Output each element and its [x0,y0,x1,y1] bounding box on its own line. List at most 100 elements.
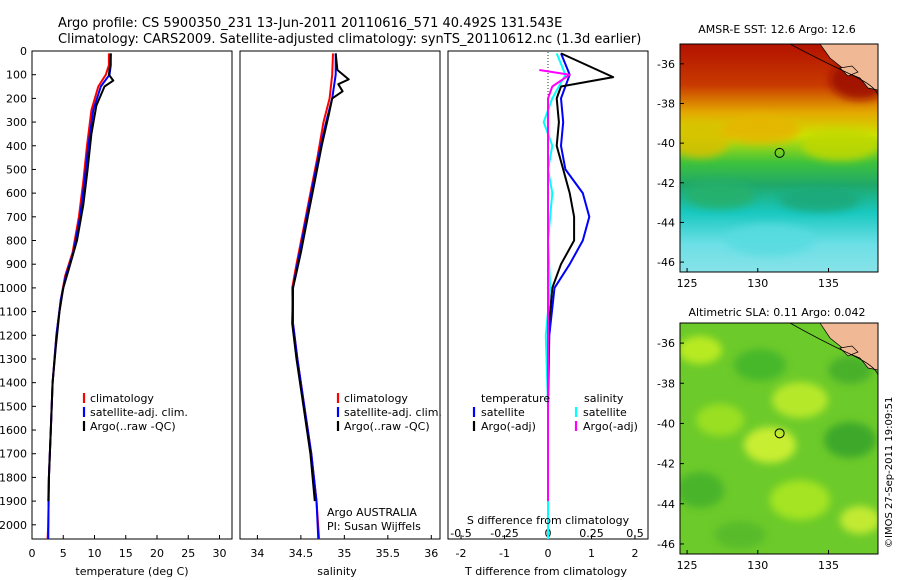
s-axis-label: S difference from climatology [467,514,630,527]
x-tick-label: -2 [456,547,467,560]
panel-sla-map: Altimetric SLA: 0.11 Argo: 0.042 125 130 1 [657,306,879,572]
coastline-line [789,323,878,378]
x-tick-label: 35.5 [376,547,401,560]
y-tick-label: 1500 [0,400,27,413]
sst-map-frame [679,43,879,273]
header-line1: Argo profile: CS 5900350_231 13-Jun-2011… [58,16,562,31]
y-tick-label: 1900 [0,495,27,508]
x-tick-label: 2 [631,547,638,560]
x-tick-label: 130 [747,277,768,290]
y-tick-label: 1700 [0,448,27,461]
series-line-climatology [46,53,110,540]
y-tick-label: -42 [657,177,675,190]
y-tick-label: 100 [6,69,27,82]
annotation-line1: Argo AUSTRALIA [327,506,417,519]
legend-label-s-satellite: satellite [583,406,627,419]
legend-label-satellite: satellite-adj. clim. [90,406,188,419]
y-tick-label: -42 [657,458,675,471]
panel-salinity: 34 34.5 35 35.5 36 salinity climatology sate… [239,50,442,578]
y-tick-label: -40 [657,417,675,430]
argo-position-marker [774,428,785,439]
x-tick-label: 30 [213,547,227,560]
panel-difference: -2 -1 0 1 2 -0.5 -0.25 0 0.25 0.5 S difference f… [447,50,649,578]
y-tick-label: -38 [657,97,675,110]
y-tick-label: 900 [6,258,27,271]
series-line-temperature-satellite [547,53,591,539]
axes-frame-temperature [31,50,233,540]
sst-field [680,44,878,272]
legend-salinity: climatology satellite-adj. clim. Argo(..… [336,392,442,433]
x-tick-label: 135 [818,277,839,290]
legend-label-argo: Argo(..raw -QC) [90,420,176,433]
series-line-argo-raw-qc [291,53,350,502]
sla-field [680,323,878,554]
y-tick-label: 800 [6,235,27,248]
y-tick-label: 400 [6,140,27,153]
legend-label-t-satellite: satellite [481,406,525,419]
y-tick-label: -36 [657,337,675,350]
x-axis-salinity: 34 34.5 35 35.5 36 [250,535,438,560]
series-line-satellite-adj-clim [292,53,337,540]
y-tick-label: 2000 [0,519,27,532]
x-label-salinity: salinity [317,565,357,578]
series-lines-salinity [291,53,350,540]
x-tick-label: -1 [499,547,510,560]
legend-difference: temperature satellite Argo(-adj) salinit… [472,392,638,433]
sst-map-axes: 125 130 135 -36 -38 -40 -42 -44 -46 [657,58,839,290]
y-tick-label: 1600 [0,424,27,437]
sla-map-title: Altimetric SLA: 0.11 Argo: 0.042 [688,306,865,319]
y-tick-label: 1100 [0,306,27,319]
axes-frame-salinity [239,50,441,540]
copyright-stamp: ©IMOS 27-Sep-2011 19:09:51 [884,397,895,548]
series-lines-temperature [46,53,115,540]
legend-label-t-argo: Argo(-adj) [481,420,536,433]
series-line-salinity-argo-adj [539,69,571,502]
y-tick-label: 600 [6,187,27,200]
y-tick-label: 200 [6,92,27,105]
series-line-temperature-argo-adj [547,52,615,502]
sst-map-title: AMSR-E SST: 12.6 Argo: 12.6 [698,23,856,36]
x-tick-label: 130 [747,559,768,572]
x-tick-label: 20 [150,547,164,560]
legend-label-climatology: climatology [344,392,408,405]
legend-label-climatology: climatology [90,392,154,405]
y-tick-label: 1400 [0,377,27,390]
y-tick-label: 1000 [0,282,27,295]
coastline-line [789,44,878,98]
s-tick-label: 0.25 [579,527,604,540]
series-line-salinity-satellite [542,53,567,539]
x-tick-label: 135 [818,559,839,572]
legend-temperature: climatology satellite-adj. clim. Argo(..… [82,392,188,433]
argo-position-marker [774,147,785,158]
land-kangaroo-island [839,345,859,357]
x-axis-temperature: 0 5 10 15 20 25 30 [29,535,227,560]
s-tick-label: 0.5 [626,527,644,540]
x-label-temperature: temperature (deg C) [75,565,188,578]
x-tick-label: 36 [424,547,438,560]
x-tick-label: 34.5 [289,547,314,560]
x-tick-label: 125 [677,559,698,572]
y-tick-label: 0 [20,45,27,58]
s-tick-label: -0.25 [490,527,518,540]
y-tick-label: -46 [657,256,675,269]
y-tick-label: 500 [6,163,27,176]
sla-map-axes: 125 130 135 -36 -38 -40 -42 -44 -46 [657,337,839,572]
y-tick-label: -40 [657,137,675,150]
x-tick-label: 10 [88,547,102,560]
series-lines-difference [539,52,615,539]
y-tick-label: 700 [6,211,27,224]
y-tick-label: -44 [657,216,675,229]
sla-map-frame [679,322,879,555]
series-line-satellite-adj-clim [47,53,112,539]
s-tick-label: -0.5 [450,527,471,540]
x-tick-label: 15 [119,547,133,560]
x-tick-label: 35 [337,547,351,560]
y-tick-label: 1300 [0,353,27,366]
panel-temperature: 0100200300400500600700800900100011001200… [0,45,233,578]
x-tick-label: 25 [181,547,195,560]
y-tick-label: -36 [657,58,675,71]
x-tick-label: 0 [545,547,552,560]
x-tick-label: 1 [588,547,595,560]
header-line2: Climatology: CARS2009. Satellite-adjuste… [58,32,641,47]
